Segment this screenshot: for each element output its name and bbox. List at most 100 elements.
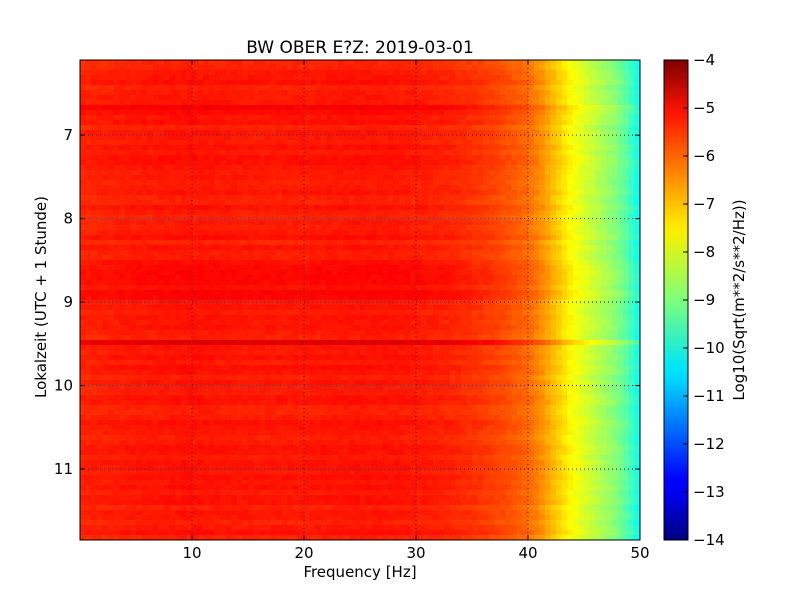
heatmap-cell: [393, 85, 400, 91]
heatmap-cell: [539, 105, 546, 111]
heatmap-cell: [477, 185, 484, 191]
heatmap-cell: [298, 285, 305, 291]
heatmap-cell: [505, 305, 512, 311]
heatmap-cell: [617, 215, 624, 221]
heatmap-cell: [421, 130, 428, 136]
heatmap-cell: [360, 305, 366, 311]
heatmap-cell: [628, 90, 635, 96]
heatmap-cell: [634, 235, 640, 241]
heatmap-cell: [287, 145, 294, 151]
heatmap-cell: [113, 220, 120, 226]
heatmap-cell: [152, 240, 159, 246]
heatmap-cell: [253, 205, 260, 211]
heatmap-cell: [556, 205, 562, 211]
heatmap-cell: [528, 130, 534, 136]
heatmap-cell: [360, 255, 366, 261]
heatmap-cell: [595, 280, 602, 286]
heatmap-cell: [102, 115, 109, 121]
heatmap-cell: [511, 115, 518, 121]
heatmap-cell: [388, 220, 394, 226]
heatmap-cell: [337, 125, 344, 131]
heatmap-cell: [259, 160, 266, 166]
heatmap-cell: [348, 65, 355, 71]
heatmap-cell: [399, 240, 406, 246]
heatmap-cell: [220, 240, 226, 246]
heatmap-cell: [102, 160, 109, 166]
heatmap-cell: [130, 110, 137, 116]
heatmap-cell: [192, 195, 198, 201]
heatmap-cell: [427, 100, 434, 106]
heatmap-cell: [231, 75, 238, 81]
heatmap-cell: [455, 100, 462, 106]
heatmap-cell: [348, 70, 355, 76]
heatmap-cell: [628, 160, 635, 166]
heatmap-cell: [460, 100, 467, 106]
heatmap-cell: [505, 115, 512, 121]
heatmap-cell: [612, 180, 618, 186]
heatmap-cell: [85, 70, 92, 76]
heatmap-cell: [488, 205, 495, 211]
heatmap-cell: [113, 300, 120, 306]
heatmap-cell: [544, 285, 551, 291]
heatmap-cell: [248, 160, 254, 166]
heatmap-cell: [136, 265, 142, 271]
heatmap-cell: [337, 290, 344, 296]
heatmap-cell: [494, 120, 501, 126]
heatmap-cell: [326, 230, 333, 236]
heatmap-cell: [410, 245, 417, 251]
heatmap-cell: [113, 70, 120, 76]
heatmap-cell: [410, 100, 417, 106]
heatmap-cell: [382, 225, 389, 231]
heatmap-cell: [248, 130, 254, 136]
heatmap-cell: [617, 205, 624, 211]
heatmap-cell: [572, 65, 579, 71]
heatmap-cell: [365, 250, 372, 256]
heatmap-cell: [444, 225, 450, 231]
heatmap-cell: [438, 255, 445, 261]
heatmap-cell: [500, 165, 506, 171]
heatmap-cell: [584, 110, 590, 116]
heatmap-cell: [606, 75, 613, 81]
heatmap-cell: [628, 230, 635, 236]
heatmap-cell: [231, 155, 238, 161]
heatmap-cell: [455, 280, 462, 286]
heatmap-cell: [511, 300, 518, 306]
heatmap-cell: [354, 290, 361, 296]
heatmap-cell: [539, 225, 546, 231]
heatmap-cell: [416, 200, 422, 206]
heatmap-cell: [214, 185, 221, 191]
heatmap-cell: [516, 235, 523, 241]
heatmap-cell: [600, 175, 607, 181]
heatmap-cell: [388, 300, 394, 306]
heatmap-cell: [483, 145, 490, 151]
heatmap-cell: [393, 275, 400, 281]
heatmap-cell: [528, 100, 534, 106]
heatmap-cell: [556, 130, 562, 136]
heatmap-cell: [152, 100, 159, 106]
heatmap-cell: [270, 170, 277, 176]
heatmap-cell: [276, 70, 282, 76]
heatmap-cell: [421, 95, 428, 101]
heatmap-cell: [466, 95, 473, 101]
heatmap-cell: [332, 305, 338, 311]
heatmap-cell: [298, 75, 305, 81]
heatmap-cell: [169, 75, 176, 81]
heatmap-cell: [332, 150, 338, 156]
heatmap-cell: [85, 110, 92, 116]
heatmap-cell: [292, 195, 299, 201]
heatmap-cell: [488, 165, 495, 171]
heatmap-cell: [197, 200, 204, 206]
heatmap-cell: [292, 165, 299, 171]
heatmap-cell: [253, 270, 260, 276]
heatmap-cell: [158, 180, 165, 186]
heatmap-cell: [208, 65, 215, 71]
heatmap-cell: [595, 135, 602, 141]
heatmap-cell: [231, 190, 238, 196]
heatmap-cell: [315, 85, 322, 91]
heatmap-cell: [539, 205, 546, 211]
heatmap-cell: [382, 65, 389, 71]
heatmap-cell: [617, 150, 624, 156]
heatmap-cell: [225, 215, 232, 221]
heatmap-cell: [444, 135, 450, 141]
heatmap-cell: [253, 140, 260, 146]
